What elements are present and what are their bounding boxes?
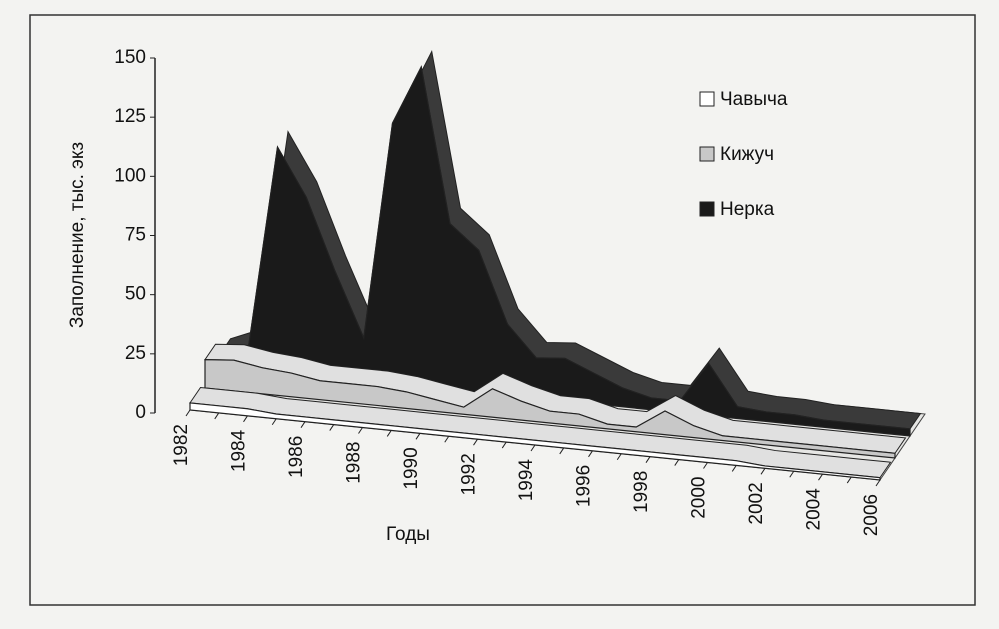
- x-tick: [875, 479, 881, 487]
- x-tick-label: 1982: [171, 424, 192, 466]
- legend-label: Кижуч: [720, 144, 774, 165]
- x-tick-label: 1992: [459, 453, 480, 495]
- x-tick-label: 1988: [344, 442, 365, 484]
- y-tick-label: 25: [125, 343, 146, 364]
- x-tick: [674, 459, 680, 466]
- x-tick: [329, 424, 335, 431]
- x-tick: [415, 433, 421, 440]
- x-tick: [271, 418, 277, 426]
- x-tick: [358, 427, 363, 434]
- chart-frame: [29, 14, 976, 606]
- y-axis-label: Заполнение, тыс. экз: [67, 142, 88, 328]
- x-tick: [645, 456, 651, 463]
- x-tick-label: 2004: [804, 488, 825, 531]
- x-tick: [616, 453, 622, 461]
- x-tick-label: 1994: [516, 459, 537, 502]
- x-tick: [444, 435, 450, 443]
- y-tick-label: 150: [114, 47, 146, 68]
- x-tick: [588, 450, 593, 458]
- x-tick: [731, 465, 737, 472]
- x-tick: [760, 468, 766, 475]
- legend-swatch: [699, 201, 715, 217]
- x-tick: [559, 447, 565, 455]
- x-tick: [530, 444, 536, 452]
- x-tick-label: 1996: [574, 465, 595, 507]
- x-tick-label: 1986: [286, 436, 307, 478]
- y-tick-label: 125: [114, 106, 146, 127]
- x-tick: [703, 462, 708, 469]
- x-tick: [789, 470, 795, 478]
- x-tick: [214, 412, 220, 420]
- y-tick-label: 0: [135, 402, 146, 423]
- y-tick-label: 50: [125, 284, 146, 305]
- x-tick: [243, 415, 248, 423]
- x-tick: [300, 421, 306, 428]
- x-tick: [185, 409, 191, 417]
- legend-label: Нерка: [720, 199, 775, 220]
- x-tick-label: 2006: [861, 494, 882, 536]
- x-tick: [846, 476, 852, 484]
- y-tick-label: 75: [125, 225, 146, 246]
- x-tick: [818, 473, 823, 481]
- x-tick-label: 2002: [746, 482, 767, 524]
- x-tick-label: 1984: [229, 429, 250, 472]
- legend-swatch: [699, 146, 715, 162]
- x-axis-label: Годы: [386, 524, 430, 545]
- area: [204, 358, 896, 459]
- x-tick: [501, 441, 507, 449]
- x-tick-label: 1990: [401, 447, 422, 489]
- area: [219, 65, 911, 437]
- x-tick-label: 2000: [689, 477, 710, 519]
- x-tick-label: 1998: [631, 471, 652, 513]
- legend-swatch: [699, 91, 715, 107]
- area: [189, 402, 881, 481]
- legend-label: Чавыча: [720, 89, 788, 110]
- x-tick: [386, 430, 392, 437]
- y-tick-label: 100: [114, 165, 146, 186]
- x-tick: [473, 438, 478, 446]
